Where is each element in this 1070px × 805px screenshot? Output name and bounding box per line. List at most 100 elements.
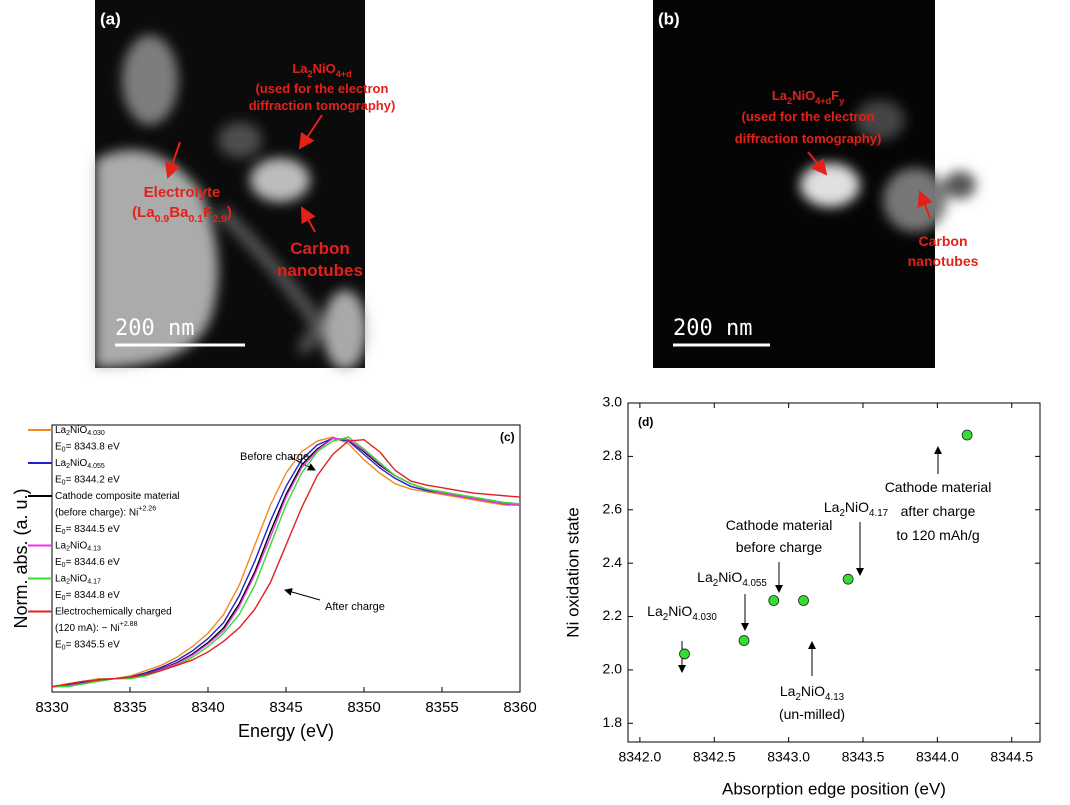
subscript: y [839, 96, 845, 106]
text-part: La [780, 683, 796, 699]
subscript: 0 [62, 529, 66, 536]
subscript: 2 [839, 508, 844, 519]
text-part: E [55, 590, 62, 601]
legend-label: La2NiO4.030 [55, 425, 105, 438]
series-line [51, 436, 520, 688]
image-annotation: diffraction tomography) [735, 131, 882, 146]
y-tick-label: 2.6 [603, 500, 623, 516]
text-part: NiO [801, 683, 825, 699]
image-annotation: La2NiO4+dFy [772, 88, 845, 106]
subscript: 2 [66, 430, 70, 437]
subscript: 2 [66, 579, 70, 586]
subscript: 4+d [815, 96, 831, 106]
text-part: = 8344.8 eV [66, 590, 121, 601]
subscript: 0 [62, 595, 66, 602]
y-tick-label: 2.0 [603, 661, 623, 677]
text-part: La [55, 458, 67, 469]
scale-bar-label: 200 nm [673, 316, 752, 341]
subscript: 0 [62, 447, 66, 454]
x-tick-label: 8350 [347, 699, 380, 716]
legend-label: La2NiO4.17 [55, 573, 101, 586]
text-part: Cathode material [726, 517, 833, 533]
text-part: NiO [718, 569, 742, 585]
y-tick-label: 3.0 [603, 394, 623, 410]
x-tick-label: 8340 [191, 699, 224, 716]
subscript: 4.17 [87, 579, 101, 586]
superscript: +2.88 [120, 621, 138, 628]
x-tick-label: 8355 [425, 699, 458, 716]
annotation: La2NiO4.13 [780, 683, 845, 703]
panel-label: (c) [500, 430, 515, 444]
annotation: La2NiO4.055 [697, 569, 767, 589]
x-axis-label: Absorption edge position (eV) [722, 779, 946, 798]
image-annotation: (used for the electron [742, 109, 875, 124]
panel-label: (b) [658, 9, 680, 28]
text-part: = 8344.5 eV [66, 524, 121, 535]
text-part: E [55, 524, 62, 535]
legend-label: E0= 8343.8 eV [55, 441, 120, 454]
text-part: Electrochemically charged [55, 606, 172, 617]
image-annotation: (used for the electron [256, 81, 389, 96]
text-part: (un-milled) [779, 706, 845, 722]
annotation: Cathode material [885, 479, 992, 495]
x-tick-label: 8344.5 [990, 749, 1033, 765]
image-annotation: diffraction tomography) [249, 98, 396, 113]
subscript: 4.17 [869, 508, 888, 519]
y-tick-label: 2.8 [603, 447, 623, 463]
subscript: 2 [308, 69, 313, 79]
image-annotation: Electrolyte [144, 184, 221, 201]
text-part: after charge [901, 503, 976, 519]
subscript: 2 [66, 546, 70, 553]
legend-label: E0= 8344.2 eV [55, 474, 120, 487]
legend-label: (before charge): Ni+2.26 [55, 506, 156, 518]
series-line [51, 437, 521, 688]
text-part: E [55, 474, 62, 485]
x-tick-label: 8345 [269, 699, 302, 716]
image-annotation: (La0.9Ba0.1F2.9) [132, 204, 232, 225]
subscript: 4.030 [87, 430, 105, 437]
panel-label: (a) [100, 9, 121, 28]
x-tick-label: 8360 [503, 699, 536, 716]
text-part: NiO [70, 540, 87, 551]
text-part: NiO [845, 499, 869, 515]
scale-bar-label: 200 nm [115, 316, 194, 341]
series-line [51, 437, 521, 688]
subscript: 4.030 [692, 612, 717, 623]
data-point [738, 635, 750, 646]
text-part: F [831, 88, 839, 103]
legend-label: E0= 8344.6 eV [55, 557, 120, 570]
text-part: F [203, 204, 212, 221]
x-axis-label: Energy (eV) [238, 721, 334, 741]
legend-label: Electrochemically charged [55, 606, 172, 617]
subscript: 4.13 [87, 546, 101, 553]
text-part: E [55, 441, 62, 452]
text-part: = 8345.5 eV [66, 639, 121, 650]
subscript: 4.055 [742, 578, 767, 589]
y-axis-label: Ni oxidation state [563, 507, 582, 637]
annotation: La2NiO4.17 [824, 499, 888, 519]
y-tick-label: 2.2 [603, 607, 623, 623]
text-part: = 8343.8 eV [66, 441, 121, 452]
series-line [51, 437, 521, 688]
x-tick-label: 8343.0 [767, 749, 810, 765]
subscript: 2 [787, 96, 792, 106]
subscript: 2 [713, 578, 718, 589]
legend-label: E0= 8345.5 eV [55, 639, 120, 652]
text-part: NiO [70, 458, 87, 469]
subscript: 0.1 [188, 213, 203, 225]
image-annotation: Carbon [290, 239, 350, 258]
subscript: 0 [62, 480, 66, 487]
text-part: Carbon [919, 233, 968, 249]
x-tick-label: 8344.0 [916, 749, 959, 765]
subscript: 2 [663, 612, 668, 623]
subscript: 2 [795, 692, 800, 703]
subscript: 0 [62, 645, 66, 652]
text-part: = 8344.2 eV [66, 474, 121, 485]
text-part: (used for the electron [742, 109, 875, 124]
text-part: La [772, 88, 788, 103]
text-part: Cathode material [885, 479, 992, 495]
x-tick-label: 8335 [113, 699, 146, 716]
annotation: before charge [736, 539, 823, 555]
text-part: nanotubes [908, 253, 979, 269]
